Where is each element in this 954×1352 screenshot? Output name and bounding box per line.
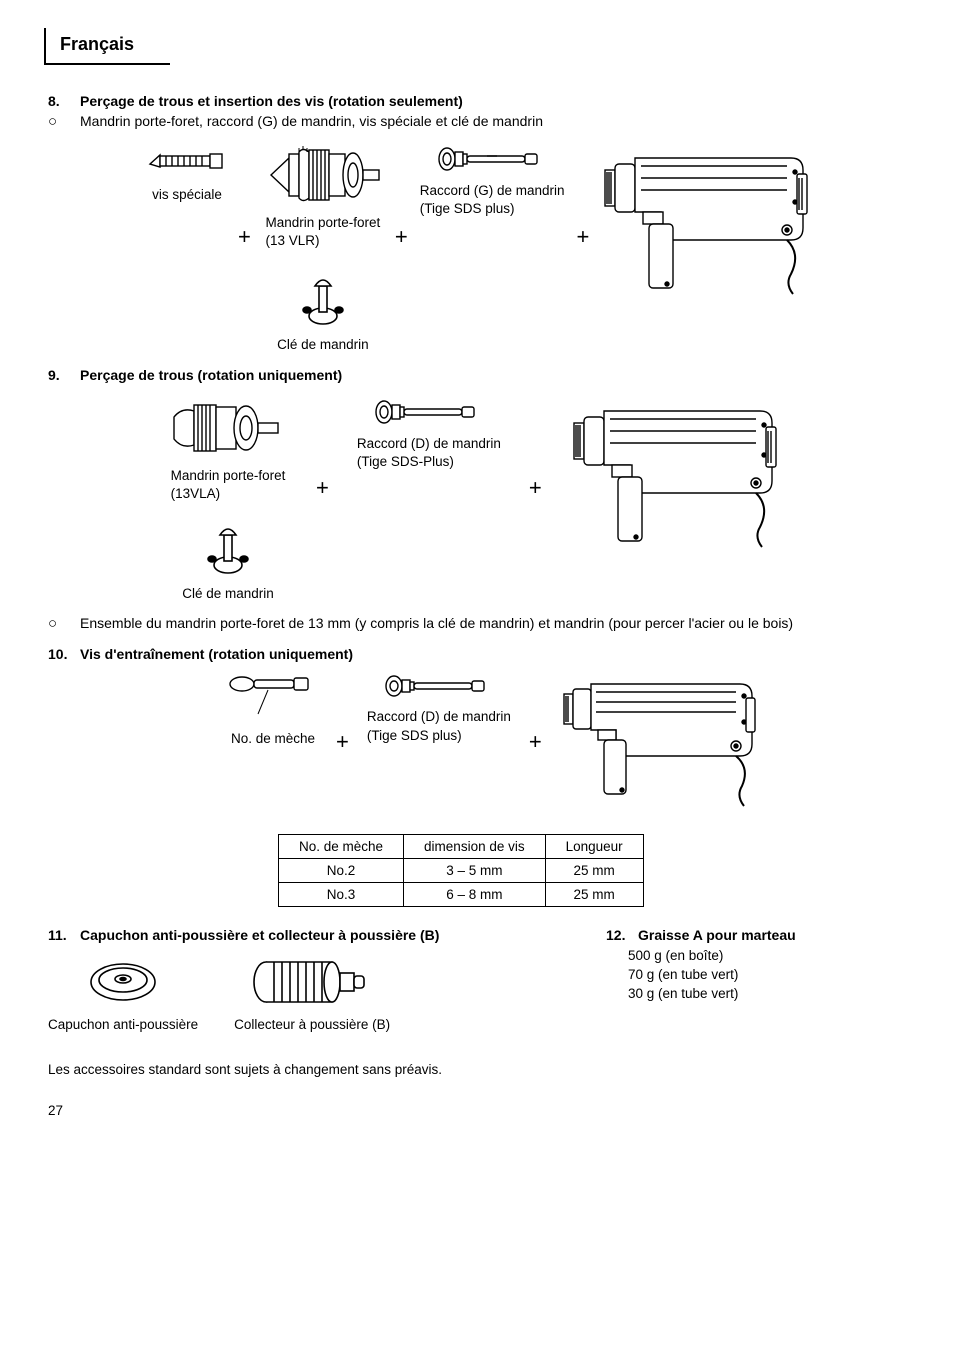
drill-chuck-part: Mandrin porte-foret (13 VLR) Clé de mand… xyxy=(263,144,383,355)
bit-no-label: No. de mèche xyxy=(231,730,315,748)
language-tab: Français xyxy=(44,28,170,65)
section-11: 11. Capuchon anti-poussière et collecteu… xyxy=(48,927,576,1040)
section-number: 12. xyxy=(606,927,628,943)
plus-icon: + xyxy=(336,729,349,755)
section-title: Capuchon anti-poussière et collecteur à … xyxy=(80,927,439,943)
table-cell: 3 – 5 mm xyxy=(404,859,546,883)
sections-11-12: 11. Capuchon anti-poussière et collecteu… xyxy=(48,927,906,1040)
adapter-icon xyxy=(384,672,494,700)
chuck-key-label: Clé de mandrin xyxy=(277,336,369,354)
table-row: No.2 3 – 5 mm 25 mm xyxy=(279,859,644,883)
section-9-diagram: Mandrin porte-foret (13VLA) Clé de mandr… xyxy=(168,397,906,604)
chuck-key-icon xyxy=(293,268,353,328)
section-number: 8. xyxy=(48,93,70,109)
table-header: dimension de vis xyxy=(404,835,546,859)
section-title: Vis d'entraînement (rotation uniquement) xyxy=(80,646,353,662)
plus-icon: + xyxy=(529,475,542,501)
adapter-g-part: Raccord (G) de mandrin (Tige SDS plus) xyxy=(420,144,565,218)
drill-tool-icon xyxy=(570,397,780,577)
special-screw-part: vis spéciale xyxy=(148,144,226,204)
section-number: 11. xyxy=(48,927,70,943)
language-label: Français xyxy=(60,34,134,54)
drill-chuck-part: Mandrin porte-foret (13VLA) Clé de mandr… xyxy=(168,397,288,604)
adapter-icon xyxy=(437,144,547,174)
dust-collector-icon xyxy=(252,957,372,1007)
section-9-heading: 9. Perçage de trous (rotation uniquement… xyxy=(48,367,906,383)
drill-chuck-label: Mandrin porte-foret (13VLA) xyxy=(171,467,286,503)
dust-cap-label: Capuchon anti-poussière xyxy=(48,1017,198,1032)
grease-line: 30 g (en tube vert) xyxy=(628,985,906,1004)
plus-icon: + xyxy=(577,224,590,250)
bit-icon xyxy=(228,672,318,722)
section-title: Perçage de trous et insertion des vis (r… xyxy=(80,93,463,109)
dust-cap-icon xyxy=(84,957,162,1007)
plus-icon: + xyxy=(395,224,408,250)
section-8-heading: 8. Perçage de trous et insertion des vis… xyxy=(48,93,906,109)
grease-line: 70 g (en tube vert) xyxy=(628,966,906,985)
drill-tool-part xyxy=(560,672,760,822)
chuck-key-label: Clé de mandrin xyxy=(182,585,274,603)
bit-part: No. de mèche xyxy=(228,672,318,748)
bullet-icon: ○ xyxy=(48,615,70,632)
table-cell: No.2 xyxy=(279,859,404,883)
chuck-key-icon xyxy=(198,517,258,577)
drill-chuck-icon xyxy=(168,397,288,459)
footnote: Les accessoires standard sont sujets à c… xyxy=(48,1062,906,1077)
dust-diagram: Capuchon anti-poussière xyxy=(48,957,576,1032)
dust-cap-part: Capuchon anti-poussière xyxy=(48,957,198,1032)
table-header: Longueur xyxy=(545,835,643,859)
section-11-heading: 11. Capuchon anti-poussière et collecteu… xyxy=(48,927,576,943)
dust-collector-label: Collecteur à poussière (B) xyxy=(234,1017,390,1032)
plus-icon: + xyxy=(316,475,329,501)
dust-collector-part: Collecteur à poussière (B) xyxy=(234,957,390,1032)
adapter-icon xyxy=(374,397,484,427)
table-header: No. de mèche xyxy=(279,835,404,859)
bit-table: No. de mèche dimension de vis Longueur N… xyxy=(278,834,644,907)
page-number: 27 xyxy=(48,1103,906,1118)
bullet-icon: ○ xyxy=(48,113,70,130)
drill-tool-part xyxy=(601,144,811,324)
drill-tool-icon xyxy=(601,144,811,324)
section-number: 9. xyxy=(48,367,70,383)
section-8-diagram: vis spéciale + Mandrin porte-foret (13 V… xyxy=(148,144,906,355)
plus-icon: + xyxy=(238,224,251,250)
table-header-row: No. de mèche dimension de vis Longueur xyxy=(279,835,644,859)
section-12-heading: 12. Graisse A pour marteau xyxy=(606,927,906,943)
drill-tool-part xyxy=(570,397,780,577)
section-10-heading: 10. Vis d'entraînement (rotation uniquem… xyxy=(48,646,906,662)
adapter-label: Raccord (D) de mandrin (Tige SDS-Plus) xyxy=(357,435,501,471)
bullet-text: Mandrin porte-foret, raccord (G) de mand… xyxy=(80,113,543,130)
section-8-bullet: ○ Mandrin porte-foret, raccord (G) de ma… xyxy=(48,113,906,130)
grease-line: 500 g (en boîte) xyxy=(628,947,906,966)
section-9-bullet: ○ Ensemble du mandrin porte-foret de 13 … xyxy=(48,615,906,632)
adapter-d-part: Raccord (D) de mandrin (Tige SDS-Plus) xyxy=(357,397,501,471)
drill-chuck-label: Mandrin porte-foret (13 VLR) xyxy=(265,214,380,250)
drill-tool-icon xyxy=(560,672,760,822)
section-number: 10. xyxy=(48,646,70,662)
adapter-label: Raccord (G) de mandrin (Tige SDS plus) xyxy=(420,182,565,218)
special-screw-label: vis spéciale xyxy=(152,186,222,204)
bullet-text: Ensemble du mandrin porte-foret de 13 mm… xyxy=(80,615,793,632)
section-title: Perçage de trous (rotation uniquement) xyxy=(80,367,342,383)
table-row: No.3 6 – 8 mm 25 mm xyxy=(279,883,644,907)
table-cell: 25 mm xyxy=(545,883,643,907)
adapter-label: Raccord (D) de mandrin (Tige SDS plus) xyxy=(367,708,511,744)
plus-icon: + xyxy=(529,729,542,755)
section-10-diagram: No. de mèche + Raccord (D) de mandrin (T… xyxy=(228,672,906,822)
table-cell: 6 – 8 mm xyxy=(404,883,546,907)
table-cell: No.3 xyxy=(279,883,404,907)
grease-specs: 500 g (en boîte) 70 g (en tube vert) 30 … xyxy=(606,947,906,1004)
section-title: Graisse A pour marteau xyxy=(638,927,796,943)
table-cell: 25 mm xyxy=(545,859,643,883)
adapter-d-part: Raccord (D) de mandrin (Tige SDS plus) xyxy=(367,672,511,744)
drill-chuck-icon xyxy=(263,144,383,206)
section-12: 12. Graisse A pour marteau 500 g (en boî… xyxy=(606,927,906,1040)
special-screw-icon xyxy=(148,144,226,178)
